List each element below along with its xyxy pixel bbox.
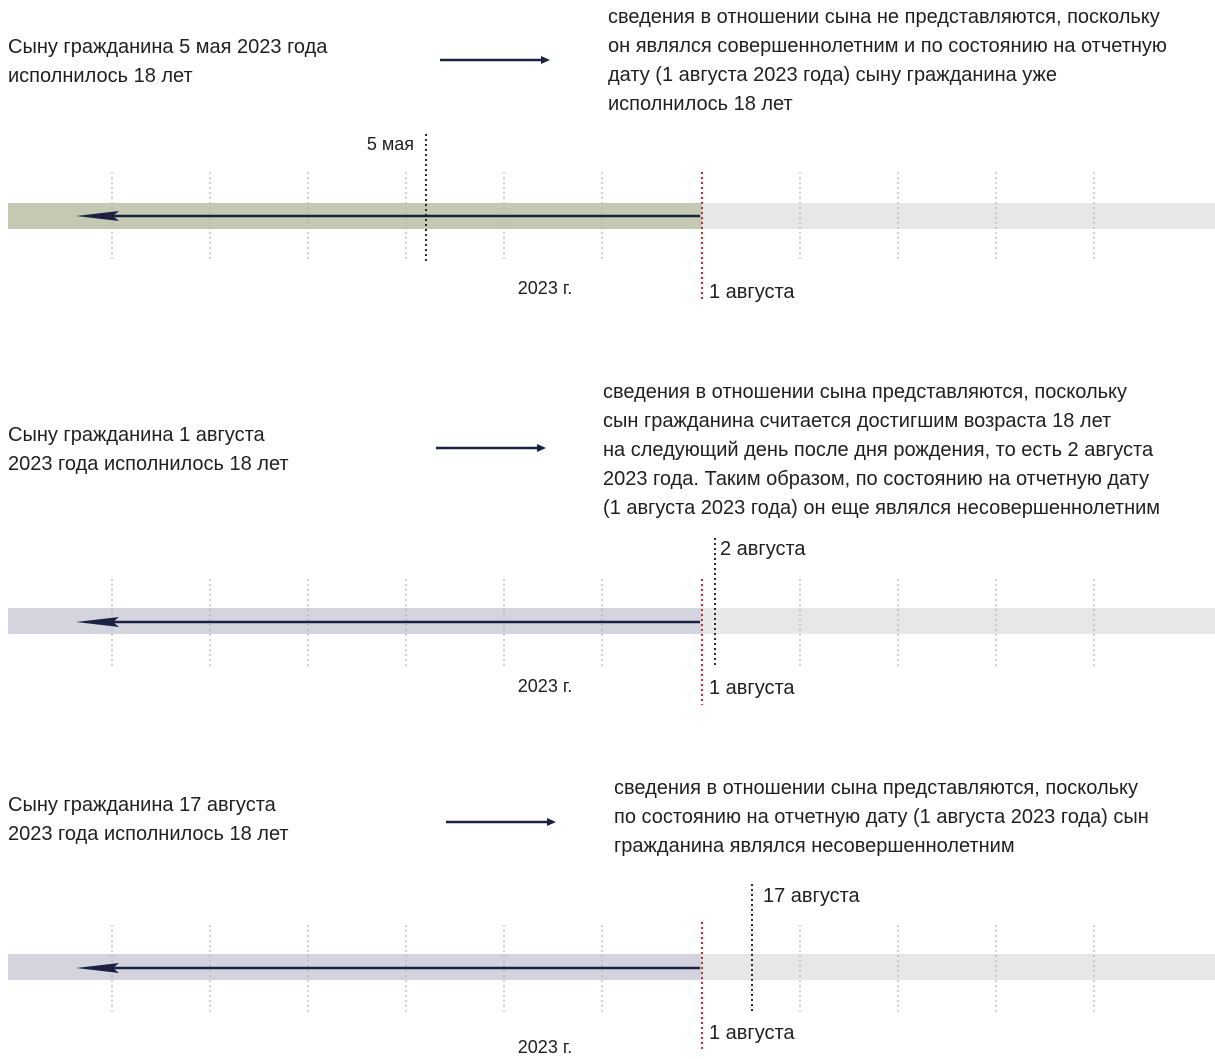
conclusion-text: сведения в отношении сына представляются… <box>614 774 1149 861</box>
case-panel-august-17: Сыну гражданина 17 августа 2023 года исп… <box>0 770 1215 1059</box>
report-date-label: 1 августа <box>709 677 795 699</box>
conclusion-line: гражданина являлся несовершеннолетним <box>614 835 1015 857</box>
event-date-label: 2 августа <box>720 538 806 560</box>
timeline-arrow-head <box>76 963 119 973</box>
conclusion-line: сведения в отношении сына не представляю… <box>608 6 1160 28</box>
conclusion-line: сын гражданина считается достигшим возра… <box>603 410 1112 432</box>
event-date-label: 17 августа <box>763 885 861 907</box>
arrow-head <box>541 56 550 64</box>
report-date-label: 1 августа <box>709 281 795 303</box>
case-panel-may-5: Сыну гражданина 5 мая 2023 года исполнил… <box>0 0 1215 330</box>
conclusion-line: дату (1 августа 2023 года) сыну граждани… <box>608 64 1058 86</box>
year-label: 2023 г. <box>518 676 572 696</box>
premise-line: Сыну гражданина 1 августа <box>8 424 265 446</box>
implies-arrow <box>446 818 556 826</box>
conclusion-line: 2023 года. Таким образом, по состоянию н… <box>603 468 1150 490</box>
premise-line: Сыну гражданина 17 августа <box>8 794 276 816</box>
conclusion-text: сведения в отношении сына не представляю… <box>608 3 1167 119</box>
timeline-arrow-head <box>76 211 119 221</box>
conclusion-line: он являлся совершеннолетним и по состоян… <box>608 35 1167 57</box>
premise-text: Сыну гражданина 5 мая 2023 года исполнил… <box>8 33 327 91</box>
conclusion-line: по состоянию на отчетную дату (1 августа… <box>614 806 1149 828</box>
timeline: 5 мая 2023 г. 1 августа <box>8 134 1215 303</box>
timeline: 17 августа 2023 г. 1 августа <box>8 884 1215 1057</box>
premise-line: Сыну гражданина 5 мая 2023 года <box>8 36 328 58</box>
premise-line: 2023 года исполнилось 18 лет <box>8 823 289 845</box>
future-band <box>702 608 1215 634</box>
arrow-head <box>537 444 546 452</box>
report-date-label: 1 августа <box>709 1022 795 1044</box>
conclusion-text: сведения в отношении сына представляются… <box>603 378 1160 523</box>
premise-line: 2023 года исполнилось 18 лет <box>8 453 289 475</box>
implies-arrow <box>436 444 546 452</box>
conclusion-line: на следующий день после дня рождения, то… <box>603 439 1154 461</box>
year-label: 2023 г. <box>518 1037 572 1057</box>
timeline-arrow-head <box>76 617 119 627</box>
event-date-label: 5 мая <box>367 134 414 154</box>
year-label: 2023 г. <box>518 278 572 298</box>
conclusion-line: исполнилось 18 лет <box>608 93 793 115</box>
implies-arrow <box>440 56 550 64</box>
conclusion-line: сведения в отношении сына представляются… <box>603 381 1128 403</box>
future-band <box>702 203 1215 229</box>
case-panel-august-1: Сыну гражданина 1 августа 2023 года испо… <box>0 375 1215 705</box>
conclusion-line: сведения в отношении сына представляются… <box>614 777 1139 799</box>
arrow-head <box>547 818 556 826</box>
timeline: 2 августа 2023 г. 1 августа <box>8 538 1215 705</box>
premise-line: исполнилось 18 лет <box>8 65 193 87</box>
premise-text: Сыну гражданина 1 августа 2023 года испо… <box>8 421 289 479</box>
future-band <box>702 954 1215 980</box>
premise-text: Сыну гражданина 17 августа 2023 года исп… <box>8 791 289 849</box>
conclusion-line: (1 августа 2023 года) он еще являлся нес… <box>603 497 1161 519</box>
